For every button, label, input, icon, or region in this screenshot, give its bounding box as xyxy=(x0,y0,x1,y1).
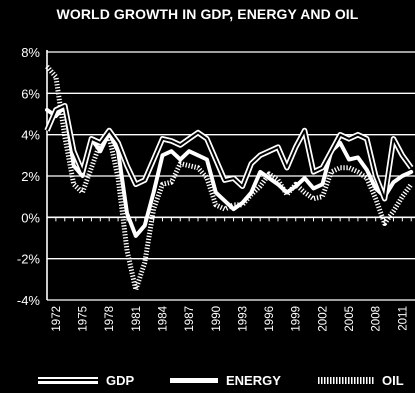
y-tick-label: 8% xyxy=(21,45,40,60)
legend-item-gdp: GDP xyxy=(38,370,134,390)
x-tick-label: 1999 xyxy=(291,306,303,332)
x-tick-label: 2002 xyxy=(317,306,329,332)
x-tick-label: 1975 xyxy=(78,306,90,332)
legend-swatch-gdp xyxy=(38,376,98,384)
y-tick-label: 2% xyxy=(21,169,40,184)
series-lines xyxy=(44,64,414,293)
x-tick-label: 2011 xyxy=(397,306,409,331)
legend-label-oil: OIL xyxy=(382,372,404,388)
legend-swatch-oil xyxy=(318,376,374,384)
y-tick-label: -4% xyxy=(17,293,41,308)
x-axis: 1972 1975 1978 1981 1984 1987 1990 1993 1996 1999… xyxy=(46,216,415,332)
legend-label-energy: ENERGY xyxy=(226,372,281,388)
y-tick-label: 0% xyxy=(21,210,40,225)
x-tick-label: 1987 xyxy=(184,306,196,332)
series-line-energy xyxy=(45,103,414,238)
x-tick-label: 2005 xyxy=(344,306,356,332)
y-tick-label: 6% xyxy=(21,86,40,101)
chart-title: WORLD GROWTH IN GDP, ENERGY AND OIL xyxy=(56,6,359,22)
x-tick-label: 1993 xyxy=(237,306,249,332)
series-line-gdp-inner xyxy=(46,104,413,200)
legend-item-oil: OIL xyxy=(318,370,404,390)
x-tick-label: 1990 xyxy=(211,306,223,332)
legend: GDP ENERGY OIL xyxy=(0,370,415,390)
x-tick-label: 1996 xyxy=(264,306,276,332)
y-axis: 8% 6% 4% 2% 0% -2% -4% xyxy=(17,45,48,308)
x-tick-label: 2008 xyxy=(371,306,383,332)
x-tick-label: 1984 xyxy=(157,305,169,331)
y-tick-label: -2% xyxy=(17,252,41,267)
legend-label-gdp: GDP xyxy=(106,372,135,388)
x-tick-label: 1972 xyxy=(51,306,63,332)
legend-item-energy: ENERGY xyxy=(170,370,281,390)
legend-swatch-energy xyxy=(170,377,218,383)
x-tick-label: 1981 xyxy=(131,306,143,332)
y-tick-label: 4% xyxy=(21,128,40,143)
x-tick-label: 1978 xyxy=(104,306,116,332)
